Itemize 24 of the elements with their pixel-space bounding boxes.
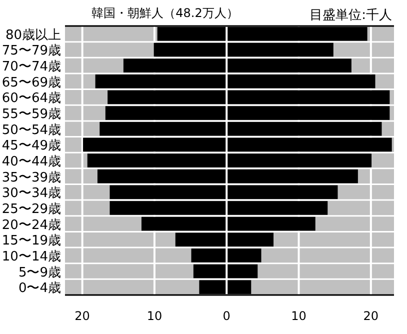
y-tick-label: 40〜44歳 xyxy=(2,154,61,170)
y-tick-label: 75〜79歳 xyxy=(2,44,61,59)
y-tick-label: 70〜74歳 xyxy=(2,60,61,75)
y-tick-label: 35〜39歳 xyxy=(2,170,61,186)
text: 目盛単位:千人 xyxy=(310,8,392,23)
x-tick-label: 10 xyxy=(291,309,306,323)
y-tick-label: 10〜14歳 xyxy=(2,249,61,264)
x-tick-label: 20 xyxy=(363,309,379,323)
y-tick-label: 0〜4歳 xyxy=(18,281,61,296)
y-tick-label: 65〜69歳 xyxy=(2,75,61,90)
y-tick-label: 60〜64歳 xyxy=(2,91,61,106)
y-tick-label: 55〜59歳 xyxy=(2,107,61,122)
y-tick-label: 5〜9歳 xyxy=(18,265,61,280)
y-tick-label: 50〜54歳 xyxy=(2,122,61,138)
y-tick-label: 20〜24歳 xyxy=(2,218,61,233)
y-tick-label: 15〜19歳 xyxy=(2,234,61,249)
x-tick-label: 20 xyxy=(74,309,90,323)
y-tick-label: 80歳以上 xyxy=(5,28,61,43)
x-tick-label: 0 xyxy=(222,309,230,323)
x-tick-label: 10 xyxy=(146,309,162,323)
chart-title: 韓国・朝鮮人（48.2万人） xyxy=(92,6,238,20)
y-tick-label: 30〜34歳 xyxy=(2,186,61,202)
y-tick-label: 25〜29歳 xyxy=(2,202,61,217)
y-tick-label: 45〜49歳 xyxy=(2,138,61,154)
